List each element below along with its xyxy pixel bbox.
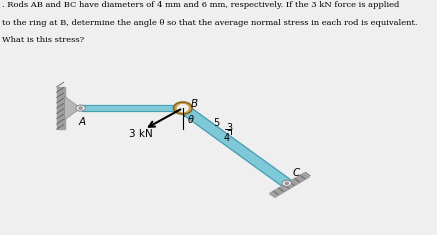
Polygon shape: [178, 105, 291, 186]
Text: 3 kN: 3 kN: [129, 129, 153, 140]
Circle shape: [285, 182, 288, 184]
Text: A: A: [79, 117, 86, 127]
Circle shape: [173, 102, 192, 114]
Polygon shape: [65, 96, 81, 120]
Text: C: C: [292, 168, 299, 178]
Text: What is this stress?: What is this stress?: [2, 36, 84, 44]
Circle shape: [282, 180, 291, 186]
Circle shape: [177, 105, 188, 112]
Text: B: B: [191, 99, 198, 109]
Polygon shape: [270, 173, 309, 197]
Text: 3: 3: [226, 123, 232, 133]
Text: $\theta$: $\theta$: [187, 113, 195, 125]
Text: 5: 5: [213, 118, 220, 128]
Text: $\cdot$: $\cdot$: [181, 109, 186, 122]
Circle shape: [79, 107, 83, 109]
Text: . Rods AB and BC have diameters of 4 mm and 6 mm, respectively. If the 3 kN forc: . Rods AB and BC have diameters of 4 mm …: [2, 1, 399, 9]
Bar: [57, 87, 65, 129]
Circle shape: [76, 105, 85, 111]
Text: 4: 4: [223, 133, 229, 143]
Text: to the ring at B, determine the angle θ so that the average normal stress in eac: to the ring at B, determine the angle θ …: [2, 19, 417, 27]
